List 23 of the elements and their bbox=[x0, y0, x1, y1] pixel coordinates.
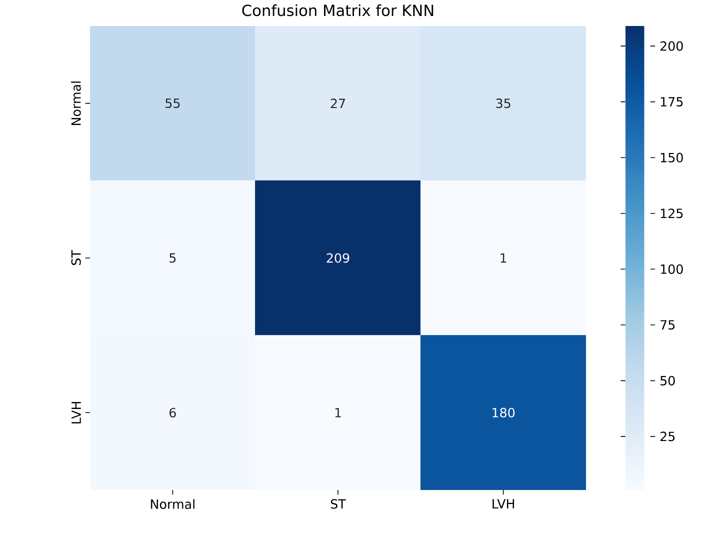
x-tick-label: LVH bbox=[492, 499, 514, 508]
color-bar-label: 125 bbox=[660, 208, 683, 218]
color-bar-label: 200 bbox=[660, 41, 683, 51]
data-label: 180 bbox=[492, 408, 515, 418]
data-label: 209 bbox=[326, 253, 350, 263]
data-label: 1 bbox=[335, 408, 341, 418]
chart-title: Confusion Matrix for KNN bbox=[242, 4, 434, 16]
color-bar-label: 175 bbox=[660, 97, 683, 107]
color-bar-label: 50 bbox=[660, 376, 675, 386]
color-bar-label: 75 bbox=[660, 320, 675, 330]
x-tick-label: Normal bbox=[150, 499, 194, 509]
color-bar-label: 100 bbox=[660, 264, 683, 274]
color-bar-label: 150 bbox=[660, 152, 683, 162]
x-tick-label: ST bbox=[330, 499, 346, 509]
data-label: 35 bbox=[496, 98, 510, 108]
y-tick-label: Normal bbox=[71, 82, 81, 126]
y-tick-label: LVH bbox=[72, 402, 81, 424]
data-label: 1 bbox=[500, 253, 506, 263]
data-label: 5 bbox=[170, 253, 176, 263]
data-label: 55 bbox=[166, 98, 180, 108]
color-bar-label: 25 bbox=[660, 432, 675, 442]
y-tick-label: ST bbox=[71, 250, 81, 266]
data-label: 6 bbox=[170, 408, 176, 418]
